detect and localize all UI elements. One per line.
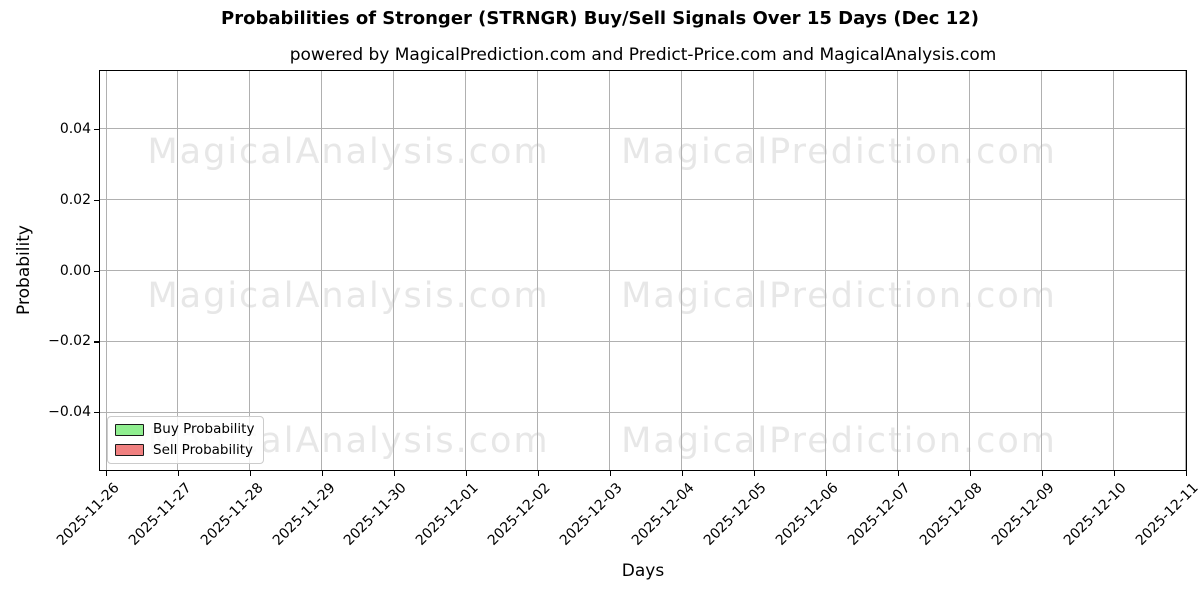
x-tick-mark bbox=[1185, 471, 1187, 476]
gridline-vertical bbox=[1041, 71, 1043, 470]
y-tick-mark bbox=[94, 341, 99, 343]
x-tick-mark bbox=[1113, 471, 1115, 476]
legend-entry-sell: Sell Probability bbox=[115, 441, 254, 459]
legend-entry-buy: Buy Probability bbox=[115, 421, 255, 438]
x-tick-mark bbox=[465, 471, 468, 476]
x-tick-label: 2025-11-27 bbox=[125, 480, 195, 549]
gridline-vertical bbox=[105, 71, 107, 470]
x-tick-label: 2025-11-30 bbox=[341, 480, 411, 549]
x-tick-label: 2025-12-07 bbox=[845, 480, 914, 549]
x-tick-label: 2025-12-06 bbox=[773, 480, 843, 549]
gridline-vertical bbox=[1185, 71, 1186, 470]
x-tick-label: 2025-12-11 bbox=[1132, 480, 1200, 549]
gridline-vertical bbox=[753, 71, 755, 470]
gridline-vertical bbox=[177, 71, 179, 470]
legend: Buy Probability Sell Probability bbox=[107, 416, 265, 465]
y-tick-label: 0.02 bbox=[59, 191, 91, 208]
y-tick-mark bbox=[94, 199, 99, 201]
y-axis-label: Probability bbox=[14, 225, 34, 315]
x-tick-mark bbox=[897, 471, 899, 476]
x-tick-mark bbox=[753, 471, 755, 476]
x-tick-label: 2025-12-01 bbox=[413, 480, 483, 549]
y-tick-mark bbox=[94, 412, 99, 414]
y-tick-mark bbox=[94, 270, 99, 272]
gridline-vertical bbox=[825, 71, 827, 470]
gridline-vertical bbox=[321, 71, 323, 470]
gridline-vertical bbox=[465, 71, 467, 470]
x-tick-mark bbox=[177, 471, 180, 476]
x-tick-mark bbox=[969, 471, 971, 476]
x-tick-label: 2025-12-08 bbox=[917, 480, 986, 549]
x-tick-mark bbox=[106, 471, 108, 476]
x-tick-label: 2025-12-09 bbox=[989, 480, 1058, 549]
x-tick-label: 2025-11-26 bbox=[53, 480, 123, 549]
legend-label-buy: Buy Probability bbox=[153, 421, 255, 437]
gridline-vertical bbox=[393, 71, 395, 470]
gridline-vertical bbox=[609, 71, 611, 470]
x-tick-mark bbox=[321, 471, 324, 476]
x-tick-label: 2025-11-29 bbox=[269, 480, 339, 549]
x-tick-label: 2025-12-05 bbox=[701, 480, 771, 549]
watermark-magicalprediction: MagicalPrediction.com bbox=[621, 275, 1057, 316]
x-tick-label: 2025-12-04 bbox=[629, 480, 699, 549]
y-tick-label: 0.04 bbox=[59, 120, 91, 137]
gridline-horizontal bbox=[100, 340, 1186, 342]
x-tick-label: 2025-12-10 bbox=[1060, 480, 1130, 549]
sell-probability-swatch bbox=[115, 444, 144, 457]
watermark-magicalanalysis: MagicalAnalysis.com bbox=[147, 275, 550, 316]
x-tick-mark bbox=[537, 471, 540, 476]
watermark-magicalprediction: MagicalPrediction.com bbox=[621, 131, 1057, 172]
gridline-horizontal bbox=[100, 199, 1186, 201]
legend-label-sell: Sell Probability bbox=[153, 441, 254, 458]
x-tick-mark bbox=[1041, 471, 1043, 476]
x-tick-label: 2025-12-02 bbox=[485, 480, 555, 549]
gridline-vertical bbox=[537, 71, 539, 470]
plot-area: MagicalAnalysis.com MagicalPrediction.com… bbox=[99, 70, 1187, 471]
x-tick-mark bbox=[249, 471, 252, 476]
gridline-vertical bbox=[249, 71, 251, 470]
y-tick-label: −0.04 bbox=[48, 404, 91, 421]
x-tick-mark bbox=[825, 471, 827, 476]
gridline-horizontal bbox=[100, 128, 1186, 130]
watermark-magicalanalysis: MagicalAnalysis.com bbox=[147, 131, 550, 172]
gridline-horizontal bbox=[100, 270, 1186, 271]
watermark-magicalprediction: MagicalPrediction.com bbox=[621, 420, 1057, 461]
y-tick-label: 0.00 bbox=[59, 262, 91, 279]
grid-layer bbox=[100, 71, 1186, 470]
gridline-horizontal bbox=[100, 411, 1186, 413]
x-tick-label: 2025-11-28 bbox=[197, 480, 267, 549]
gridline-vertical bbox=[969, 71, 971, 470]
chart-title: Probabilities of Stronger (STRNGR) Buy/S… bbox=[221, 8, 979, 29]
gridline-vertical bbox=[681, 71, 683, 470]
gridline-vertical bbox=[1113, 71, 1114, 470]
x-tick-mark bbox=[681, 471, 683, 476]
x-tick-mark bbox=[609, 471, 612, 476]
y-tick-mark bbox=[94, 128, 99, 131]
x-tick-mark bbox=[393, 471, 396, 476]
buy-probability-swatch bbox=[115, 423, 144, 436]
gridline-vertical bbox=[897, 71, 899, 470]
y-tick-label: −0.02 bbox=[48, 333, 91, 350]
x-tick-label: 2025-12-03 bbox=[557, 480, 627, 549]
chart-subtitle: powered by MagicalPrediction.com and Pre… bbox=[289, 45, 997, 65]
x-axis-label: Days bbox=[621, 561, 665, 581]
